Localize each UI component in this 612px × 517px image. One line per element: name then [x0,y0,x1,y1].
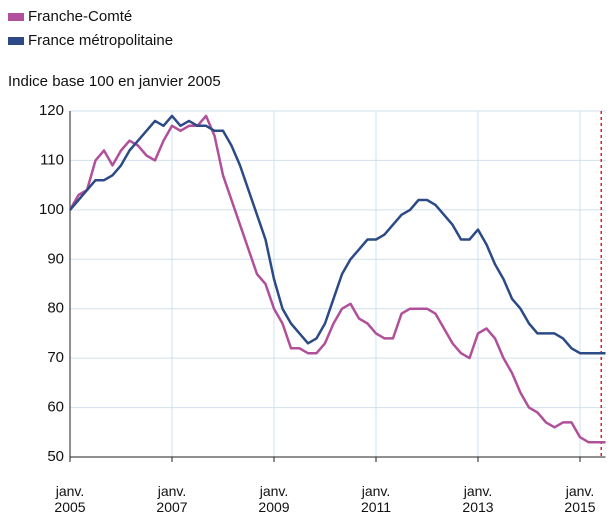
x-tick-label: janv. 2011 [360,483,392,515]
series-line [68,114,606,444]
legend-label: Franche-Comté [28,8,132,25]
y-tick-label: 50 [47,448,64,465]
y-tick-label: 90 [47,250,64,267]
series-line [69,114,606,355]
x-tick-label: janv. 2005 [54,483,86,515]
x-tick-label: janv. 2013 [462,483,494,515]
x-tick-label: janv. 2009 [258,483,290,515]
y-tick-label: 80 [47,300,64,317]
y-tick-label: 120 [39,102,64,119]
y-tick-label: 100 [39,201,64,218]
y-tick-label: 70 [47,349,64,366]
y-tick-label: 110 [40,151,64,168]
legend-label: France métropolitaine [28,32,173,49]
x-tick-label: janv. 2015 [564,483,596,515]
legend-swatch [8,37,24,45]
x-tick-label: janv. 2007 [156,483,188,515]
legend-swatch [8,13,24,21]
chart-subtitle: Indice base 100 en janvier 2005 [8,73,221,90]
y-tick-label: 60 [47,399,64,416]
